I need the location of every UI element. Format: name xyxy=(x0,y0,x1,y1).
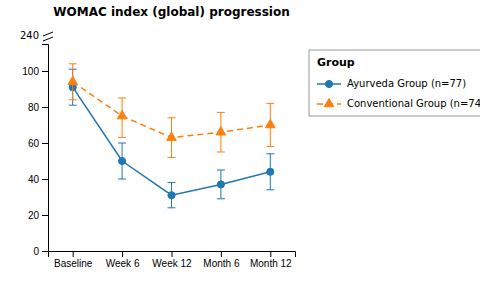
error-bar xyxy=(69,64,77,100)
axis-break-mark xyxy=(43,37,53,41)
legend: Group Ayurveda Group (n=77) Conventional G… xyxy=(309,50,480,116)
x-tick-label: Week 12 xyxy=(152,258,192,269)
y-tick-mark xyxy=(42,107,48,108)
series xyxy=(69,69,275,208)
y-tick-mark xyxy=(42,215,48,216)
legend-box xyxy=(309,50,480,116)
error-bar-cap-high xyxy=(217,170,225,171)
x-tick-label: Baseline xyxy=(54,258,93,269)
x-tick-label: Week 6 xyxy=(106,258,140,269)
error-bar-cap-high xyxy=(118,98,126,99)
annotation: 240 xyxy=(20,30,39,41)
error-bar-cap-high xyxy=(217,112,225,113)
y-tick-label: 20 xyxy=(28,210,40,221)
y-axis-line xyxy=(42,45,49,252)
error-bar xyxy=(168,183,176,208)
x-tick-label: Month 6 xyxy=(203,258,240,269)
error-bar-cap-low xyxy=(69,99,77,100)
y-tick-label: 60 xyxy=(28,138,40,149)
y-tick: 80 xyxy=(28,102,48,113)
error-bar-cap-high xyxy=(118,143,126,144)
title: WOMAC index (global) progression xyxy=(53,5,289,19)
error-bar-cap-low xyxy=(168,207,176,208)
error-bar-cap-high xyxy=(69,63,77,64)
error-bar-cap-low xyxy=(217,198,225,199)
y-tick: 20 xyxy=(28,210,48,221)
point xyxy=(216,127,226,135)
y-tick: 40 xyxy=(28,174,48,185)
x-tick-mark xyxy=(270,251,271,257)
y-tick: 0 xyxy=(33,246,48,257)
y-axis: 0 20 40 60 80 100 xyxy=(22,45,48,257)
error-bar xyxy=(217,170,225,199)
series xyxy=(68,64,275,158)
error-bar xyxy=(168,118,176,158)
legend-swatch-marker xyxy=(325,80,332,87)
error-bar xyxy=(217,112,225,152)
x-tick-mark xyxy=(221,251,222,257)
point xyxy=(119,157,126,164)
y-tick-label: 100 xyxy=(22,66,39,77)
x-axis-line xyxy=(49,252,296,258)
y-tick-mark xyxy=(42,71,48,72)
point xyxy=(265,119,275,127)
point xyxy=(68,76,78,84)
axis-break-mark xyxy=(43,32,53,36)
error-bar-cap-low xyxy=(266,146,274,147)
x-tick: Baseline xyxy=(54,251,93,269)
error-bar-cap-low xyxy=(69,105,77,106)
error-bar xyxy=(118,98,126,138)
error-bar-cap-high xyxy=(168,117,176,118)
y-tick-label: 80 xyxy=(28,102,40,113)
error-bar-cap-low xyxy=(118,137,126,138)
error-bar-cap-high xyxy=(266,103,274,104)
legend-item: Conventional Group (n=74) xyxy=(317,98,480,109)
legend-label: Conventional Group (n=74) xyxy=(347,98,480,109)
point xyxy=(217,181,224,188)
axis-break xyxy=(43,32,53,41)
error-bar-cap-high xyxy=(168,182,176,183)
y-tick: 100 xyxy=(22,66,48,77)
y-tick-mark xyxy=(42,251,48,252)
error-bar-cap-low xyxy=(118,179,126,180)
x-tick-mark xyxy=(122,251,123,257)
x-tick-mark xyxy=(172,251,173,257)
chart: 0 20 40 60 80 100 Baseline Week 6 Week 12 Month 6… xyxy=(0,0,480,281)
error-bar-cap-low xyxy=(266,189,274,190)
y-tick-label: 0 xyxy=(33,246,39,257)
x-tick: Week 12 xyxy=(152,251,192,269)
error-bar-cap-high xyxy=(266,153,274,154)
legend-label: Ayurveda Group (n=77) xyxy=(347,78,466,89)
point xyxy=(117,110,127,118)
x-tick: Week 6 xyxy=(106,251,140,269)
error-bar xyxy=(266,103,274,146)
point xyxy=(267,168,274,175)
error-bar-cap-low xyxy=(168,157,176,158)
y-tick-mark xyxy=(42,143,48,144)
marks xyxy=(68,64,275,208)
x-axis: Baseline Week 6 Week 12 Month 6 Month 12 xyxy=(49,251,296,269)
legend-item: Ayurveda Group (n=77) xyxy=(317,78,466,89)
series-line xyxy=(73,87,271,195)
x-tick: Month 6 xyxy=(203,251,240,269)
y-tick: 60 xyxy=(28,138,48,149)
legend-title: Group xyxy=(317,56,355,69)
y-tick-label: 40 xyxy=(28,174,40,185)
point xyxy=(168,192,175,199)
x-tick-label: Month 12 xyxy=(250,258,292,269)
y-tick-mark xyxy=(42,179,48,180)
error-bar-cap-low xyxy=(217,152,225,153)
x-tick-mark xyxy=(73,251,74,257)
plot-area: 0 20 40 60 80 100 Baseline Week 6 Week 12 Month 6… xyxy=(20,30,296,269)
error-bar xyxy=(266,154,274,190)
legend-swatch-marker xyxy=(324,98,334,106)
error-bar xyxy=(118,143,126,179)
point xyxy=(167,132,177,140)
x-tick: Month 12 xyxy=(250,251,292,269)
